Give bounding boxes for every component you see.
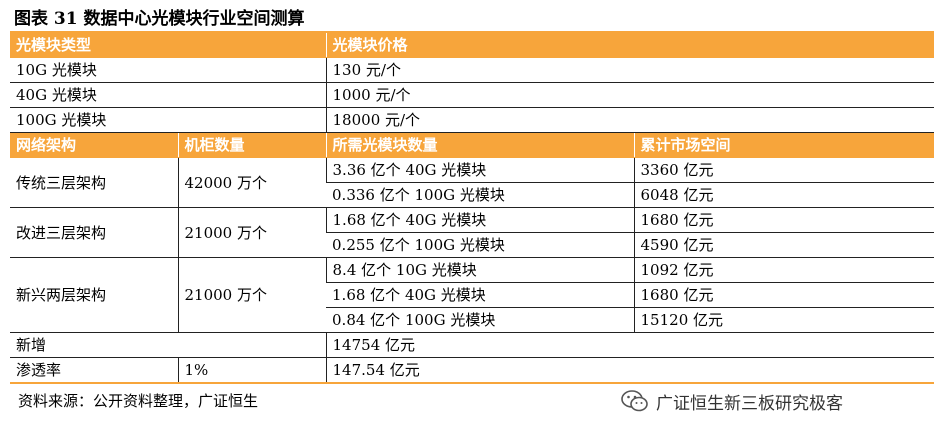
market-row: 0.336 亿个 100G 光模块 6048 亿元 — [10, 182, 935, 209]
market-space-cell: 15120 亿元 — [633, 307, 935, 334]
market-header-0: 网络架构 — [10, 132, 178, 159]
architecture-cell: 改进三层架构 — [10, 207, 178, 259]
source-note: 资料来源：公开资料整理，广证恒生 — [18, 392, 259, 410]
market-header-2: 所需光模块数量 — [325, 132, 635, 159]
header-module-price: 光模块价格 — [325, 33, 935, 59]
market-row: 0.255 亿个 100G 光模块 4590 亿元 — [10, 232, 935, 259]
architecture-cell: 传统三层架构 — [10, 157, 178, 209]
new-increase-row: 新增 14754 亿元 — [10, 332, 935, 359]
module-qty-cell: 1.68 亿个 40G 光模块 — [326, 282, 635, 309]
module-qty-cell: 0.255 亿个 100G 光模块 — [326, 232, 635, 259]
price-row: 100G 光模块 18000 元/个 — [10, 107, 935, 134]
wechat-icon — [621, 390, 648, 412]
market-table: 光模块类型 光模块价格 10G 光模块 130 元/个 40G 光模块 1000 元/个 1… — [10, 33, 935, 385]
market-space-cell: 4590 亿元 — [633, 232, 935, 259]
price-header-row: 光模块类型 光模块价格 — [10, 33, 935, 59]
market-space-cell: 6048 亿元 — [633, 182, 935, 209]
price-row: 40G 光模块 1000 元/个 — [10, 82, 935, 109]
penetration-row: 渗透率 1% 147.54 亿元 — [10, 357, 935, 385]
market-row: 0.84 亿个 100G 光模块 15120 亿元 — [10, 307, 935, 334]
new-increase-label: 新增 — [10, 332, 327, 359]
market-row: 改进三层架构 21000 万个 1.68 亿个 40G 光模块 1680 亿元 — [10, 207, 935, 259]
market-row: 新兴两层架构 21000 万个 8.4 亿个 10G 光模块 1092 亿元 — [10, 257, 935, 334]
market-row: 1.68 亿个 40G 光模块 1680 亿元 — [10, 282, 935, 309]
market-space-cell: 1092 亿元 — [633, 257, 935, 284]
market-space-cell: 1680 亿元 — [633, 207, 935, 234]
module-qty-cell: 8.4 亿个 10G 光模块 — [325, 257, 635, 284]
module-price-cell: 18000 元/个 — [325, 107, 935, 134]
price-row: 10G 光模块 130 元/个 — [10, 57, 935, 84]
penetration-value: 147.54 亿元 — [325, 357, 935, 385]
rack-count-cell: 21000 万个 — [177, 257, 327, 334]
architecture-cell: 新兴两层架构 — [10, 257, 178, 334]
market-space-cell: 1680 亿元 — [633, 282, 935, 309]
market-header-3: 累计市场空间 — [633, 132, 935, 159]
watermark-text: 广证恒生新三板研究极客 — [656, 393, 843, 414]
watermark: 广证恒生新三板研究极客 — [620, 388, 843, 414]
new-increase-value: 14754 亿元 — [325, 332, 935, 359]
module-price-cell: 1000 元/个 — [325, 82, 935, 109]
penetration-rate: 1% — [177, 357, 327, 385]
module-price-cell: 130 元/个 — [325, 57, 935, 84]
figure-title: 图表 31 数据中心光模块行业空间测算 — [14, 9, 305, 29]
module-type-cell: 40G 光模块 — [10, 82, 327, 109]
rack-count-cell: 21000 万个 — [177, 207, 327, 259]
rack-count-cell: 42000 万个 — [177, 157, 327, 209]
module-type-cell: 10G 光模块 — [10, 57, 327, 84]
header-module-type: 光模块类型 — [10, 33, 327, 59]
market-row: 传统三层架构 42000 万个 3.36 亿个 40G 光模块 3360 亿元 — [10, 157, 935, 209]
module-qty-cell: 1.68 亿个 40G 光模块 — [325, 207, 635, 234]
module-type-cell: 100G 光模块 — [10, 107, 327, 134]
market-header-row: 网络架构 机柜数量 所需光模块数量 累计市场空间 — [10, 132, 935, 159]
module-qty-cell: 0.84 亿个 100G 光模块 — [326, 307, 635, 334]
market-header-1: 机柜数量 — [177, 132, 327, 159]
module-qty-cell: 3.36 亿个 40G 光模块 — [325, 157, 635, 184]
penetration-label: 渗透率 — [10, 357, 178, 385]
module-qty-cell: 0.336 亿个 100G 光模块 — [326, 182, 635, 209]
market-space-cell: 3360 亿元 — [633, 157, 935, 184]
title-rule — [10, 31, 934, 33]
